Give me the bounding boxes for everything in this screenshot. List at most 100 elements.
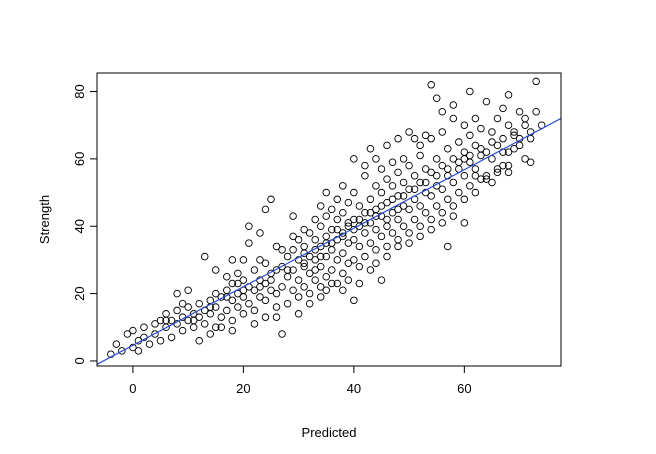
data-point	[261, 259, 270, 268]
data-point	[272, 303, 281, 311]
data-point	[289, 232, 297, 241]
data-point	[521, 114, 529, 123]
data-point	[316, 242, 325, 251]
data-point	[405, 161, 413, 170]
data-point	[449, 114, 458, 123]
y-axis-label: Strength	[37, 195, 52, 244]
data-point	[410, 185, 419, 193]
data-point	[438, 161, 446, 170]
data-point	[328, 225, 336, 234]
data-point	[377, 165, 386, 173]
data-point	[532, 107, 540, 116]
data-point	[156, 336, 165, 345]
x-axis: 0 20 40 60	[129, 366, 472, 396]
data-point	[322, 273, 330, 281]
data-point	[383, 175, 391, 183]
data-point	[344, 239, 353, 247]
data-point	[200, 252, 209, 261]
data-point	[410, 215, 419, 224]
data-point	[427, 134, 435, 143]
data-point	[449, 202, 458, 210]
data-point	[355, 202, 364, 210]
data-point	[283, 299, 292, 308]
data-point	[355, 242, 364, 251]
data-point	[455, 138, 463, 146]
data-point	[123, 330, 132, 338]
data-point	[405, 239, 413, 247]
data-point	[294, 310, 303, 318]
data-point	[289, 286, 297, 294]
y-axis: 0 20 40 60 80	[72, 84, 97, 365]
data-point	[394, 215, 402, 224]
data-point	[372, 246, 380, 254]
data-point	[350, 296, 358, 305]
x-tick-label: 20	[236, 381, 250, 396]
data-point	[316, 252, 325, 261]
regression-line	[96, 117, 562, 365]
data-point	[278, 246, 286, 254]
data-point	[256, 283, 264, 291]
data-point	[206, 330, 214, 338]
data-point	[316, 202, 325, 210]
data-point	[471, 141, 480, 150]
data-point	[405, 185, 413, 193]
x-tick-label: 60	[457, 381, 471, 396]
data-point	[515, 141, 524, 150]
data-point	[278, 262, 286, 271]
data-point	[212, 289, 220, 298]
data-point	[460, 219, 469, 227]
data-point	[427, 225, 435, 234]
data-point	[339, 209, 347, 217]
data-point	[305, 252, 314, 261]
data-point	[399, 178, 408, 187]
data-point	[333, 195, 342, 204]
data-point	[228, 256, 237, 264]
points-layer	[107, 77, 546, 358]
data-point	[444, 165, 452, 173]
data-point	[521, 155, 529, 163]
data-point	[350, 215, 358, 224]
data-point	[184, 286, 192, 294]
data-point	[366, 195, 375, 204]
data-point	[333, 279, 342, 288]
data-point	[223, 306, 231, 315]
data-point	[383, 215, 391, 224]
data-point	[212, 266, 220, 274]
data-point	[471, 188, 480, 197]
data-point	[460, 121, 469, 129]
data-point	[322, 252, 330, 261]
data-point	[444, 145, 452, 153]
data-point	[416, 141, 424, 150]
data-point	[305, 289, 314, 298]
data-point	[460, 155, 469, 163]
data-point	[477, 145, 485, 153]
data-point	[316, 222, 325, 230]
data-point	[267, 276, 275, 284]
data-point	[300, 283, 308, 291]
data-point	[195, 336, 203, 345]
data-point	[399, 192, 408, 200]
data-point	[377, 188, 386, 197]
data-point	[399, 202, 408, 210]
data-point	[328, 205, 336, 214]
data-point	[239, 276, 248, 284]
data-point	[510, 145, 518, 153]
data-point	[195, 299, 203, 308]
data-point	[372, 259, 380, 268]
data-point	[432, 94, 441, 103]
data-point	[228, 316, 237, 325]
data-point	[305, 299, 314, 308]
data-point	[339, 249, 347, 257]
data-point	[427, 192, 435, 200]
data-point	[493, 168, 502, 177]
data-point	[471, 114, 480, 123]
y-tick-label: 40	[72, 219, 87, 233]
data-point	[173, 289, 181, 298]
data-point	[250, 320, 259, 328]
data-point	[145, 340, 154, 348]
data-point	[526, 158, 535, 166]
data-point	[300, 262, 308, 271]
data-point	[366, 145, 375, 153]
data-point	[361, 252, 369, 261]
data-point	[339, 269, 347, 278]
